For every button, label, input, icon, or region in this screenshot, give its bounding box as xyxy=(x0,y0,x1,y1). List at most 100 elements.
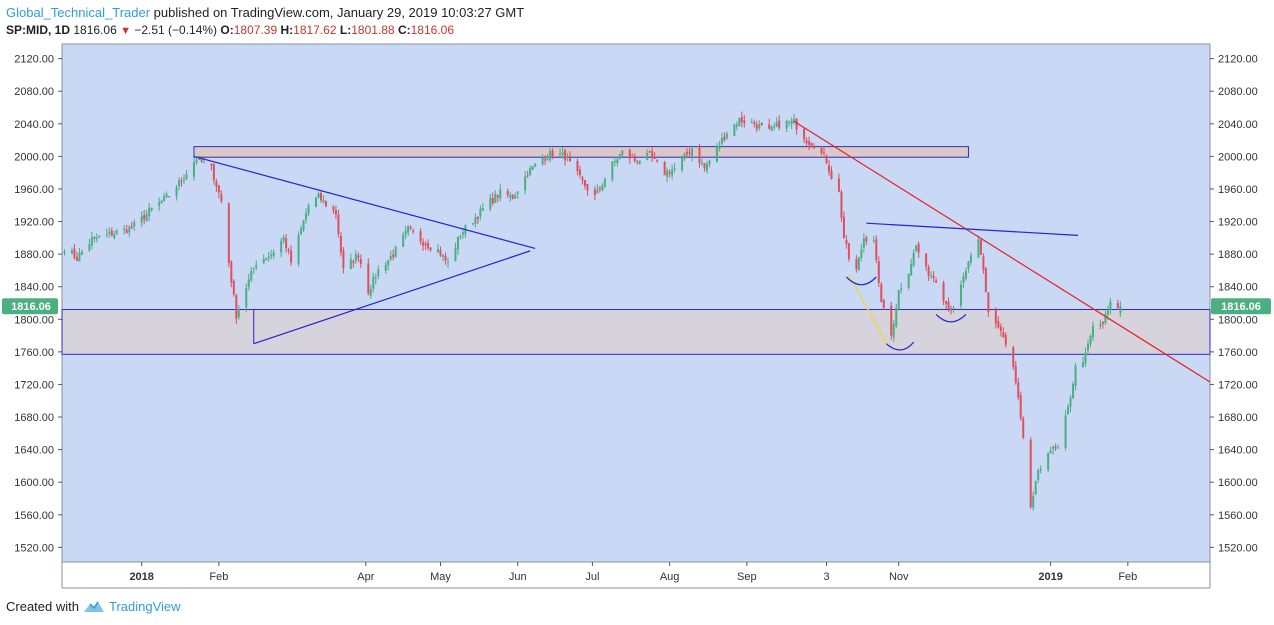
candle-body xyxy=(942,282,945,301)
candle-body xyxy=(98,235,101,237)
high-label: H: xyxy=(280,23,294,37)
candle-body xyxy=(339,235,342,253)
candle-body xyxy=(994,310,997,324)
candle-body xyxy=(175,187,178,196)
candle-body xyxy=(73,248,76,258)
last-price-badge-left xyxy=(2,298,58,315)
x-tick-label: 2019 xyxy=(1038,571,1062,583)
tradingview-brand[interactable]: TradingView xyxy=(108,599,181,614)
candle-body xyxy=(80,251,83,256)
x-tick-label: Aug xyxy=(660,571,680,583)
low-label: L: xyxy=(339,23,352,37)
candle-body xyxy=(683,153,686,159)
candle-body xyxy=(895,308,898,327)
author-link[interactable]: Global_Technical_Trader xyxy=(6,5,151,20)
y-tick-label-right: 1640.00 xyxy=(1218,445,1258,457)
candle-body xyxy=(369,289,372,296)
candle-body xyxy=(404,230,407,235)
candle-body xyxy=(531,166,534,170)
candle-body xyxy=(656,160,659,162)
candle-body xyxy=(708,160,711,165)
candle-body xyxy=(529,168,532,176)
candle-body xyxy=(1022,418,1025,438)
candle-body xyxy=(220,193,223,202)
candle-body xyxy=(803,128,806,140)
candle-body xyxy=(1091,325,1094,338)
candle-body xyxy=(407,226,410,233)
candle-body xyxy=(265,258,268,261)
candle-body xyxy=(262,258,265,264)
x-tick-label: Jun xyxy=(509,571,527,583)
x-tick-label: Apr xyxy=(357,571,374,583)
candle-body xyxy=(865,237,868,242)
change-value: −2.51 (−0.14%) xyxy=(134,23,218,37)
candle-body xyxy=(384,265,387,271)
candle-body xyxy=(499,189,502,199)
candle-body xyxy=(827,165,830,172)
candle-body xyxy=(454,247,457,262)
candle-body xyxy=(979,239,982,255)
candle-body xyxy=(583,180,586,187)
candle-body xyxy=(840,191,843,218)
candle-body xyxy=(125,229,128,234)
y-tick-label-left: 2000.00 xyxy=(14,151,54,163)
candle-body xyxy=(349,259,352,270)
candle-body xyxy=(860,249,863,258)
candle-body xyxy=(315,197,318,208)
candle-body xyxy=(598,188,601,190)
candle-body xyxy=(150,207,153,211)
candle-body xyxy=(613,161,616,163)
candle-body xyxy=(439,250,442,256)
candle-body xyxy=(773,126,776,128)
candle-body xyxy=(215,181,218,187)
candle-body xyxy=(793,118,796,123)
y-tick-label-left: 2040.00 xyxy=(14,119,54,131)
y-tick-label-left: 2080.00 xyxy=(14,86,54,98)
y-tick-label-right: 1720.00 xyxy=(1218,379,1258,391)
candle-body xyxy=(740,116,743,123)
candle-body xyxy=(720,138,723,144)
candle-body xyxy=(372,276,375,289)
candle-body xyxy=(897,289,900,310)
y-tick-label-left: 1640.00 xyxy=(14,445,54,457)
candle-body xyxy=(648,150,651,153)
candle-body xyxy=(753,122,756,125)
candle-body xyxy=(402,234,405,247)
candle-body xyxy=(566,156,569,159)
candle-body xyxy=(511,195,514,200)
candle-body xyxy=(651,151,654,159)
candle-body xyxy=(509,194,512,198)
candle-body xyxy=(158,202,161,206)
candle-body xyxy=(95,237,98,240)
candle-body xyxy=(140,216,143,223)
candle-body xyxy=(907,273,910,288)
tradingview-logo-icon xyxy=(83,601,104,612)
yellow-trendline xyxy=(848,274,887,345)
candle-body xyxy=(872,240,875,242)
candle-body xyxy=(287,249,290,251)
candle-body xyxy=(514,195,517,199)
candle-body xyxy=(820,147,823,154)
candle-body xyxy=(723,136,726,140)
candle-body xyxy=(183,179,186,181)
candle-body xyxy=(1039,469,1042,471)
candle-body xyxy=(755,124,758,129)
candle-body xyxy=(847,243,850,259)
x-tick-label: Feb xyxy=(209,571,228,583)
candle-body xyxy=(825,155,828,163)
candle-body xyxy=(160,200,163,204)
candle-body xyxy=(1106,310,1109,315)
candle-body xyxy=(633,157,636,162)
candle-body xyxy=(549,150,552,160)
plot-background xyxy=(62,44,1210,562)
candle-body xyxy=(882,300,885,308)
candle-body xyxy=(1002,332,1005,338)
footer: Created with TradingView xyxy=(6,599,181,614)
candle-body xyxy=(715,146,718,162)
candle-body xyxy=(357,255,360,258)
candle-body xyxy=(1104,314,1107,324)
candle-body xyxy=(70,250,73,254)
candle-body xyxy=(178,180,181,187)
candle-body xyxy=(621,150,624,155)
